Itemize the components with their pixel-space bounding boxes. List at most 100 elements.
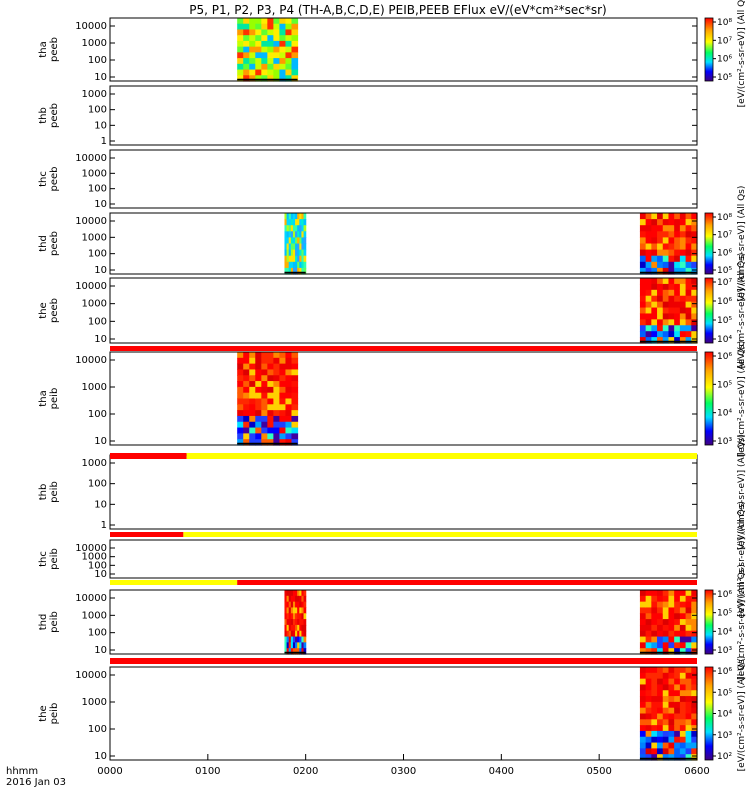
panel-frame xyxy=(109,149,698,209)
spectrogram-cell xyxy=(685,237,692,245)
colorbar-tick-label: 10⁶ xyxy=(717,352,732,362)
spectrogram-cell xyxy=(679,219,687,226)
spectrogram-cell xyxy=(657,325,664,332)
tha-peeb-data-block-0 xyxy=(237,18,299,82)
spectrogram-cell xyxy=(691,307,698,315)
spectrogram-cell xyxy=(273,363,281,371)
spectrogram-cell xyxy=(685,319,692,326)
spectrogram-cell xyxy=(639,331,647,338)
spectrogram-cell xyxy=(243,63,250,71)
spectrogram-cell xyxy=(679,325,687,332)
spectrogram-cell xyxy=(691,672,698,680)
spectrogram-cell xyxy=(668,619,675,626)
spectrogram-cell xyxy=(668,748,675,755)
spectrogram-cell xyxy=(286,601,290,609)
spectrogram-cell xyxy=(685,607,692,614)
colorbar-title: [eV/(cm²-s-sr-eV)] (All Qs) xyxy=(737,0,747,107)
spectrogram-cell xyxy=(297,237,300,245)
y-tick-label: 100 xyxy=(88,479,107,490)
spectrogram-cell xyxy=(639,337,647,344)
status-bar-segment xyxy=(110,580,238,585)
spectrogram-cell xyxy=(674,231,681,238)
spectrogram-cell xyxy=(249,52,256,59)
spectrogram-cell xyxy=(237,369,244,376)
spectrogram-cell xyxy=(662,748,670,755)
spectrogram-cell xyxy=(255,375,262,382)
spectrogram-cell xyxy=(645,267,652,275)
spectrogram-cell xyxy=(267,404,274,411)
spectrogram-cell xyxy=(292,624,296,632)
spectrogram-cell xyxy=(691,730,698,738)
spectrogram-cell xyxy=(668,278,675,285)
spectrogram-cell xyxy=(237,363,244,371)
spectrogram-cell xyxy=(685,313,692,320)
spectrogram-cell xyxy=(243,29,250,36)
spectrogram-cell xyxy=(685,213,692,220)
spectrogram-cell xyxy=(285,433,293,440)
spectrogram-cell xyxy=(639,219,647,226)
spectrogram-cell xyxy=(679,624,687,632)
spectrogram-cell xyxy=(297,613,300,620)
spectrogram-cell xyxy=(657,684,664,691)
spectrogram-cell xyxy=(662,289,670,297)
spectrogram-cell xyxy=(657,283,664,291)
spectrogram-cell xyxy=(261,35,268,42)
spectrogram-cell xyxy=(662,295,670,303)
spectrogram-cell xyxy=(685,601,692,609)
spectrogram-cell xyxy=(674,337,681,344)
spectrogram-cell xyxy=(243,369,250,376)
spectrogram-cell xyxy=(679,713,687,720)
spectrogram-cell xyxy=(284,648,288,655)
spectrogram-cell xyxy=(273,381,281,388)
spectrogram-cell xyxy=(292,636,296,643)
spectrogram-cell xyxy=(267,52,274,59)
y-tick-label: 100 xyxy=(88,316,107,327)
panel-thb-peeb: 1000 100 10 1 thbpeeb xyxy=(38,85,698,147)
y-axis-label-line: peib xyxy=(49,548,60,570)
spectrogram-cell xyxy=(301,225,305,232)
spectrogram-cell xyxy=(685,283,692,291)
spectrogram-cell xyxy=(249,421,256,429)
spectrogram-cell xyxy=(662,613,670,620)
spectrogram-cell xyxy=(662,243,670,251)
spectrogram-cell xyxy=(691,690,698,697)
y-tick-label: 1000 xyxy=(82,458,107,469)
spectrogram-cell xyxy=(267,357,274,365)
spectrogram-cell xyxy=(286,590,290,597)
x-tick-label: 0100 xyxy=(195,766,220,777)
spectrogram-cell xyxy=(290,213,294,220)
spectrogram-cell xyxy=(657,678,664,686)
spectrogram-cell xyxy=(691,607,698,614)
figure-title: P5, P1, P2, P3, P4 (TH-A,B,C,D,E) PEIB,P… xyxy=(189,3,606,17)
spectrogram-cell xyxy=(237,427,244,434)
spectrogram-cell xyxy=(679,313,687,320)
spectrogram-cell xyxy=(679,231,687,238)
spectrogram-cell xyxy=(267,46,274,53)
spectrogram-cell xyxy=(243,352,250,359)
spectrogram-cell xyxy=(237,46,244,53)
spectrogram-cell xyxy=(249,392,256,400)
bar-after-thc-peib xyxy=(110,580,697,585)
spectrogram-cell xyxy=(284,249,288,257)
spectrogram-cell xyxy=(662,624,670,632)
y-tick-label: 10000 xyxy=(75,670,107,681)
spectrogram-cell xyxy=(691,278,698,285)
spectrogram-cell xyxy=(662,684,670,691)
spectrogram-cell xyxy=(291,63,299,71)
panel-tha-peib: 10000 1000 100 10 thapeib 10⁶ 10⁵ 10⁴ 10³ [eV/(cm… xyxy=(38,341,747,457)
spectrogram-cell xyxy=(291,427,299,434)
spectrogram-cell xyxy=(691,319,698,326)
spectrogram-cell xyxy=(674,713,681,720)
spectrogram-cell xyxy=(645,624,652,632)
spectrogram-cell xyxy=(639,289,647,297)
spectrogram-cell xyxy=(668,225,675,232)
spectrogram-cell xyxy=(645,667,652,674)
spectrogram-cell xyxy=(279,75,287,82)
spectrogram-cell xyxy=(297,648,300,655)
spectrogram-cell xyxy=(674,642,681,649)
spectrogram-cell xyxy=(286,613,290,620)
colorbar-the-peib: 10⁶ 10⁵ 10⁴ 10³ 10² [eV/(cm²-s-sr-eV)] (All Q… xyxy=(704,656,747,771)
spectrogram-cell xyxy=(668,678,675,686)
spectrogram-cell xyxy=(285,398,293,405)
spectrogram-cell xyxy=(691,289,698,297)
